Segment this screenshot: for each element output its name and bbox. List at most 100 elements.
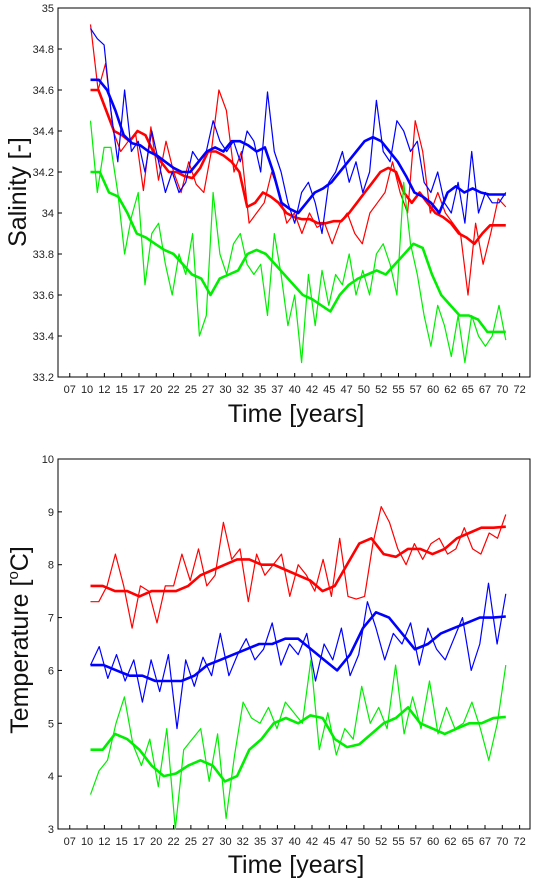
salinity-x-tick-label: 45: [323, 384, 335, 396]
temperature-x-tick-label: 67: [479, 836, 491, 848]
salinity-x-tick-label: 50: [358, 384, 370, 396]
salinity-series: [89, 24, 507, 364]
temperature-y-title-degree: o: [5, 571, 22, 579]
temperature-x-tick-label: 17: [133, 836, 145, 848]
temperature-x-tick-label: 50: [358, 836, 370, 848]
salinity-x-tick-label: 52: [375, 384, 387, 396]
temperature-series-line-0: [90, 506, 507, 629]
temperature-x-tick-label: 27: [202, 836, 214, 848]
salinity-y-tick-label: 34.6: [33, 85, 54, 97]
temperature-x-tick-label: 25: [185, 836, 197, 848]
salinity-x-tick-label: 67: [479, 384, 491, 396]
temperature-x-tick-label: 72: [513, 836, 525, 848]
salinity-series-line-5: [90, 170, 506, 334]
temperature-y-tick-label: 4: [48, 771, 54, 783]
salinity-y-tick-label: 34.8: [33, 44, 54, 56]
temperature-series-line-2: [89, 582, 507, 730]
salinity-y-tick-label: 35: [42, 3, 54, 15]
salinity-y-tick-label: 33.2: [33, 372, 54, 384]
temperature-y-tick-label: 7: [48, 613, 54, 625]
salinity-x-tick-label: 55: [392, 384, 404, 396]
salinity-series-line-1: [90, 88, 506, 246]
temperature-x-tick-label: 45: [323, 836, 335, 848]
temperature-x-tick-label: 12: [98, 836, 110, 848]
temperature-x-tick-label: 55: [392, 836, 404, 848]
salinity-x-tick-label: 57: [410, 384, 422, 396]
salinity-series-line-3: [90, 78, 506, 215]
temperature-y-tick-label: 5: [48, 718, 54, 730]
temperature-x-tick-label: 20: [150, 836, 162, 848]
temperature-y-tick-label: 10: [42, 454, 54, 466]
temperature-y-tick-label: 9: [48, 507, 54, 519]
temperature-x-tick-label: 62: [444, 836, 456, 848]
temperature-x-tick-label: 47: [340, 836, 352, 848]
salinity-x-tick-label: 30: [219, 384, 231, 396]
temperature-x-tick-label: 60: [427, 836, 439, 848]
salinity-x-tick-label: 35: [254, 384, 266, 396]
temperature-x-tick-label: 35: [254, 836, 266, 848]
salinity-y-tick-label: 33.4: [33, 331, 54, 343]
salinity-plot-frame: [57, 7, 531, 378]
salinity-series-line-4: [89, 120, 507, 364]
salinity-x-tick-label: 62: [444, 384, 456, 396]
temperature-x-tick-label: 42: [306, 836, 318, 848]
temperature-x-tick-label: 52: [375, 836, 387, 848]
temperature-x-tick-label: 07: [64, 836, 76, 848]
temperature-x-tick-label: 40: [289, 836, 301, 848]
salinity-series-line-0: [89, 24, 507, 296]
temperature-x-tick-label: 65: [462, 836, 474, 848]
salinity-x-tick-label: 47: [340, 384, 352, 396]
temperature-x-tick-label: 22: [167, 836, 179, 848]
salinity-y-axis-title: Salinity [-]: [4, 137, 32, 247]
temperature-x-tick-label: 15: [116, 836, 128, 848]
temperature-series-line-4: [89, 659, 507, 830]
temperature-x-tick-label: 10: [81, 836, 93, 848]
temperature-x-tick-label: 70: [496, 836, 508, 848]
salinity-x-tick-label: 60: [427, 384, 439, 396]
salinity-x-tick-label: 12: [98, 384, 110, 396]
temperature-y-axis-title: Temperature [oC]: [5, 546, 34, 734]
temperature-y-title-part-2: C]: [6, 546, 34, 571]
salinity-chart: 07 10 12 15 17 20 22 25 27 30 32 35 37 40 42 45 47 50 52 55…: [4, 3, 531, 428]
salinity-x-tick-label: 70: [496, 384, 508, 396]
salinity-y-tick-label: 34.2: [33, 167, 54, 179]
salinity-x-tick-label: 40: [289, 384, 301, 396]
salinity-x-tick-label: 27: [202, 384, 214, 396]
temperature-chart: 07 10 12 15 17 20 22 25 27 30 32 35 37 40 42 45 47 50 52 55…: [5, 454, 531, 879]
salinity-ticks: 07 10 12 15 17 20 22 25 27 30 32 35 37 40 42 45 47 50 52 55…: [33, 3, 526, 396]
temperature-ticks: 07 10 12 15 17 20 22 25 27 30 32 35 37 40 42 45 47 50 52 55…: [42, 454, 526, 848]
salinity-x-axis-title: Time [years]: [228, 400, 365, 428]
temperature-y-title-part-1: Temperature [: [6, 580, 34, 734]
temperature-plot-frame: [57, 458, 531, 830]
temperature-x-axis-title: Time [years]: [228, 851, 365, 879]
salinity-x-tick-label: 42: [306, 384, 318, 396]
salinity-x-tick-label: 15: [116, 384, 128, 396]
salinity-x-tick-label: 65: [462, 384, 474, 396]
temperature-y-tick-label: 3: [48, 824, 54, 836]
salinity-x-tick-label: 10: [81, 384, 93, 396]
salinity-x-tick-label: 72: [513, 384, 525, 396]
salinity-x-tick-label: 07: [64, 384, 76, 396]
temperature-series: [89, 506, 507, 830]
salinity-x-tick-label: 20: [150, 384, 162, 396]
salinity-y-tick-label: 33.8: [33, 249, 54, 261]
salinity-y-tick-label: 34.4: [33, 126, 54, 138]
temperature-series-line-1: [90, 525, 506, 598]
temperature-series-line-3: [90, 610, 506, 683]
salinity-x-tick-label: 22: [167, 384, 179, 396]
temperature-y-tick-label: 8: [48, 560, 54, 572]
salinity-y-tick-label: 34: [42, 208, 54, 220]
salinity-x-tick-label: 17: [133, 384, 145, 396]
temperature-y-tick-label: 6: [48, 665, 54, 677]
temperature-series-line-5: [90, 706, 506, 783]
temperature-x-tick-label: 32: [237, 836, 249, 848]
temperature-x-tick-label: 57: [410, 836, 422, 848]
temperature-x-tick-label: 30: [219, 836, 231, 848]
salinity-x-tick-label: 32: [237, 384, 249, 396]
temperature-x-tick-label: 37: [271, 836, 283, 848]
salinity-x-tick-label: 25: [185, 384, 197, 396]
salinity-x-tick-label: 37: [271, 384, 283, 396]
salinity-series-line-2: [90, 28, 507, 235]
salinity-y-tick-label: 33.6: [33, 290, 54, 302]
